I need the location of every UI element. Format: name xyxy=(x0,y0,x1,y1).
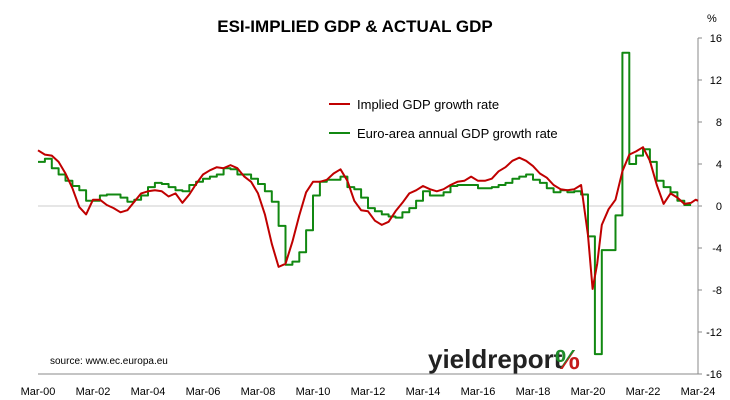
x-tick-label: Mar-04 xyxy=(131,386,166,398)
x-tick-label: Mar-02 xyxy=(76,386,111,398)
x-tick-label: Mar-20 xyxy=(571,386,606,398)
y-tick-label: -4 xyxy=(712,243,722,255)
y-tick-label: 12 xyxy=(710,75,722,87)
yieldreport-logo: yieldreport % xyxy=(428,344,580,375)
y-tick-label: -8 xyxy=(712,285,722,297)
y-tick-label: 8 xyxy=(716,117,722,129)
series-line-actual xyxy=(38,51,692,356)
series xyxy=(37,51,699,356)
x-tick-label: Mar-22 xyxy=(626,386,661,398)
y-unit-label: % xyxy=(707,13,717,25)
logo-percent-icon: % xyxy=(555,344,580,375)
x-tick-label: Mar-18 xyxy=(516,386,551,398)
y-tick-label: 16 xyxy=(710,33,722,45)
x-tick-label: Mar-08 xyxy=(241,386,276,398)
x-tick-label: Mar-06 xyxy=(186,386,221,398)
y-tick-label: 4 xyxy=(716,159,722,171)
x-tick-label: Mar-24 xyxy=(681,386,716,398)
y-tick-label: -12 xyxy=(706,327,722,339)
source-note: source: www.ec.europa.eu xyxy=(50,356,168,367)
x-tick-label: Mar-00 xyxy=(21,386,56,398)
x-tick-label: Mar-10 xyxy=(296,386,331,398)
legend: Implied GDP growth rate Euro-area annual… xyxy=(329,97,558,141)
legend-label-actual: Euro-area annual GDP growth rate xyxy=(357,126,558,141)
y-tick-label: -16 xyxy=(706,369,722,381)
x-tick-label: Mar-14 xyxy=(406,386,441,398)
series-line-implied xyxy=(37,146,699,290)
x-tick-label: Mar-16 xyxy=(461,386,496,398)
x-tick-labels: Mar-00 Mar-02 Mar-04 Mar-06 Mar-08 Mar-10 Mar-… xyxy=(21,386,716,398)
chart-title: ESI-IMPLIED GDP & ACTUAL GDP xyxy=(217,17,493,36)
logo-wordmark: yieldreport xyxy=(428,344,563,374)
y-tick-labels: 16 12 8 4 0 -4 -8 -12 -16 xyxy=(698,33,722,381)
legend-label-implied: Implied GDP growth rate xyxy=(357,97,499,112)
x-tick-label: Mar-12 xyxy=(351,386,386,398)
y-tick-label: 0 xyxy=(716,201,722,213)
